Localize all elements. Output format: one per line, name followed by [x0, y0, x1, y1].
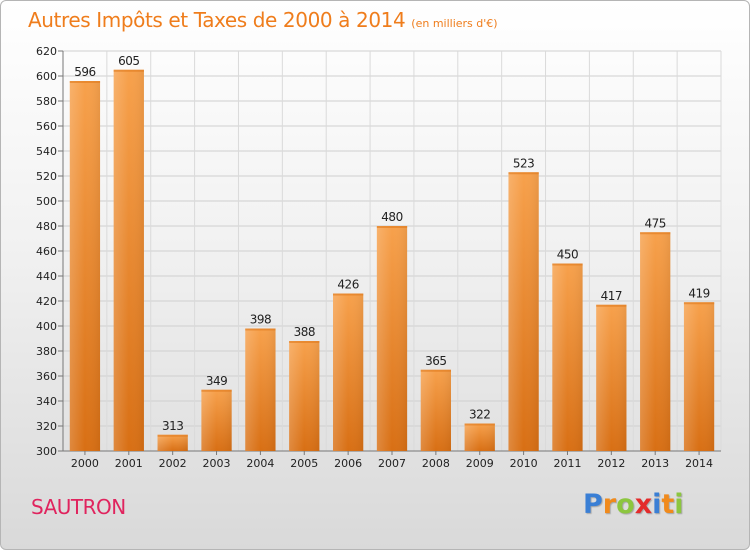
bar-shading [376, 226, 408, 451]
y-tick-label: 620 [36, 45, 57, 58]
y-tick-label: 460 [36, 245, 57, 258]
logo-letter: i [674, 489, 684, 520]
bar-top-edge [464, 423, 495, 426]
bar-value-label: 605 [118, 54, 139, 68]
bar-shading [332, 293, 364, 451]
y-tick-label: 300 [36, 445, 57, 458]
x-tick-label: 2014 [685, 457, 713, 470]
bar-shading [289, 341, 320, 451]
x-tick-label: 2013 [641, 457, 669, 470]
chart-title: Autres Impôts et Taxes de 2000 à 2014 (en… [28, 8, 498, 32]
logo-letter: t [661, 489, 675, 520]
bar-value-label: 417 [601, 289, 622, 303]
logo-letter: P [583, 489, 603, 520]
x-tick-label: 2002 [159, 457, 187, 470]
y-tick-label: 520 [36, 170, 57, 183]
bar-top-edge [69, 81, 101, 83]
x-tick-label: 2005 [290, 457, 318, 470]
bar-shading [245, 328, 276, 451]
bar-top-edge [376, 226, 408, 228]
bar-top-edge [640, 232, 671, 235]
bar-top-edge [157, 434, 188, 437]
bar-shading [420, 369, 452, 451]
bar-value-label: 322 [469, 408, 490, 422]
proxiti-logo[interactable]: Proxiti [583, 489, 684, 520]
bar-shading [596, 304, 627, 451]
bar-top-edge [201, 389, 232, 392]
x-tick-label: 2011 [553, 457, 581, 470]
bar-top-edge [596, 304, 627, 307]
bars: 596 605 313 349 398 388 426 480 365 322 523 450 417 4… [69, 54, 715, 451]
bar-top-edge [113, 69, 144, 72]
x-tick-label: 2012 [597, 457, 625, 470]
bar-value-label: 426 [337, 278, 358, 292]
bar-top-edge [332, 293, 364, 296]
bar-shading [640, 232, 671, 451]
bar-top-edge [245, 328, 276, 331]
x-tick-label: 2008 [422, 457, 450, 470]
bar-shading [201, 389, 232, 451]
bar-value-label: 480 [381, 210, 402, 224]
y-tick-label: 540 [36, 145, 57, 158]
y-tick-label: 560 [36, 120, 57, 133]
x-tick-label: 2006 [334, 457, 362, 470]
y-tick-label: 600 [36, 70, 57, 83]
bar-shading [508, 172, 539, 451]
y-tick-label: 340 [36, 395, 57, 408]
bar-value-label: 450 [557, 248, 578, 262]
bar-top-edge [508, 172, 539, 175]
bar-top-edge [420, 369, 452, 372]
x-tick-label: 2000 [71, 457, 99, 470]
commune-name: SAUTRON [31, 495, 126, 519]
x-tick-label: 2007 [378, 457, 406, 470]
bar-shading [113, 69, 144, 451]
chart-subtitle: (en milliers d'€) [411, 17, 498, 30]
x-tick-label: 2010 [510, 457, 538, 470]
y-tick-label: 500 [36, 195, 57, 208]
y-tick-label: 380 [36, 345, 57, 358]
bar-top-edge [552, 263, 583, 266]
y-tick-label: 580 [36, 95, 57, 108]
y-tick-label: 440 [36, 270, 57, 283]
y-tick-label: 480 [36, 220, 57, 233]
bar-value-label: 398 [250, 313, 271, 327]
bar-shading [464, 423, 495, 451]
logo-letter: x [634, 489, 653, 520]
logo-letter: i [652, 489, 662, 520]
logo-letter: o [616, 489, 635, 520]
bar-shading [157, 434, 188, 451]
bar-value-label: 365 [425, 354, 446, 368]
bar-top-edge [683, 302, 715, 305]
x-tick-label: 2003 [203, 457, 231, 470]
y-tick-label: 360 [36, 370, 57, 383]
bar-value-label: 349 [206, 374, 227, 388]
y-tick-label: 400 [36, 320, 57, 333]
bar-top-edge [289, 341, 320, 343]
x-axis: 2000 2001 2002 2003 2004 2005 2006 2007 2008 2009… [71, 451, 713, 470]
bar-shading [683, 302, 715, 451]
x-tick-label: 2001 [115, 457, 143, 470]
logo-letter: r [602, 489, 617, 520]
x-tick-label: 2009 [466, 457, 494, 470]
bar-value-label: 475 [644, 216, 665, 230]
bar-value-label: 313 [162, 419, 183, 433]
bar-value-label: 419 [688, 286, 709, 300]
bar-shading [552, 263, 583, 451]
y-tick-label: 420 [36, 295, 57, 308]
bar-value-label: 388 [294, 325, 315, 339]
chart-title-text: Autres Impôts et Taxes de 2000 à 2014 [28, 8, 406, 32]
x-tick-label: 2004 [246, 457, 274, 470]
bar-shading [69, 81, 101, 451]
bar-value-label: 523 [513, 156, 534, 170]
bar-value-label: 596 [74, 65, 95, 79]
y-tick-label: 320 [36, 420, 57, 433]
